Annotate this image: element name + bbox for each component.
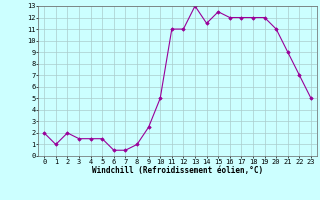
X-axis label: Windchill (Refroidissement éolien,°C): Windchill (Refroidissement éolien,°C) bbox=[92, 166, 263, 175]
